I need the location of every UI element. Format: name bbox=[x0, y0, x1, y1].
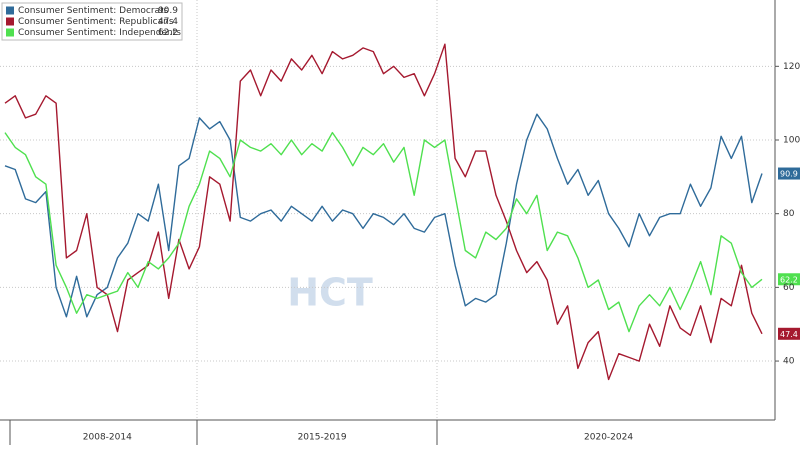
last-value-label: 47.4 bbox=[780, 330, 798, 339]
last-value-box bbox=[778, 167, 800, 180]
legend-label: Consumer Sentiment: Republicans bbox=[18, 17, 174, 27]
plot: 90.9 47.4 62.2 bbox=[0, 43, 800, 381]
watermark: HCT bbox=[287, 271, 373, 315]
y-tick-label: 40 bbox=[783, 357, 795, 367]
last-value-label: 90.9 bbox=[780, 170, 798, 179]
legend-value: 62.2 bbox=[158, 28, 178, 38]
y-tick-label: 60 bbox=[783, 283, 795, 293]
last-value-box bbox=[778, 273, 800, 286]
legend-box bbox=[1, 2, 183, 41]
legend-value: 90.9 bbox=[158, 6, 178, 16]
y-tick-label: 80 bbox=[783, 209, 795, 219]
last-value-box bbox=[778, 327, 800, 340]
y-tick-label: 100 bbox=[783, 136, 800, 146]
legend-swatch bbox=[6, 28, 14, 37]
legend-swatch bbox=[6, 17, 14, 26]
series-line bbox=[4, 131, 763, 333]
legend-swatch bbox=[6, 6, 14, 15]
legend: Consumer Sentiment: Democrats90.9Consume… bbox=[1, 2, 183, 41]
legend-label: Consumer Sentiment: Democrats bbox=[18, 6, 169, 16]
last-value-label: 62.2 bbox=[780, 275, 798, 284]
x-tick-label: 2020-2024 bbox=[584, 433, 633, 443]
series-line bbox=[4, 113, 763, 318]
x-tick-label: 2015-2019 bbox=[298, 433, 347, 443]
y-tick-label: 120 bbox=[783, 62, 800, 72]
legend-value: 47.4 bbox=[158, 17, 178, 27]
x-tick-label: 2008-2014 bbox=[83, 433, 132, 443]
legend-label: Consumer Sentiment: Independents bbox=[18, 28, 181, 38]
